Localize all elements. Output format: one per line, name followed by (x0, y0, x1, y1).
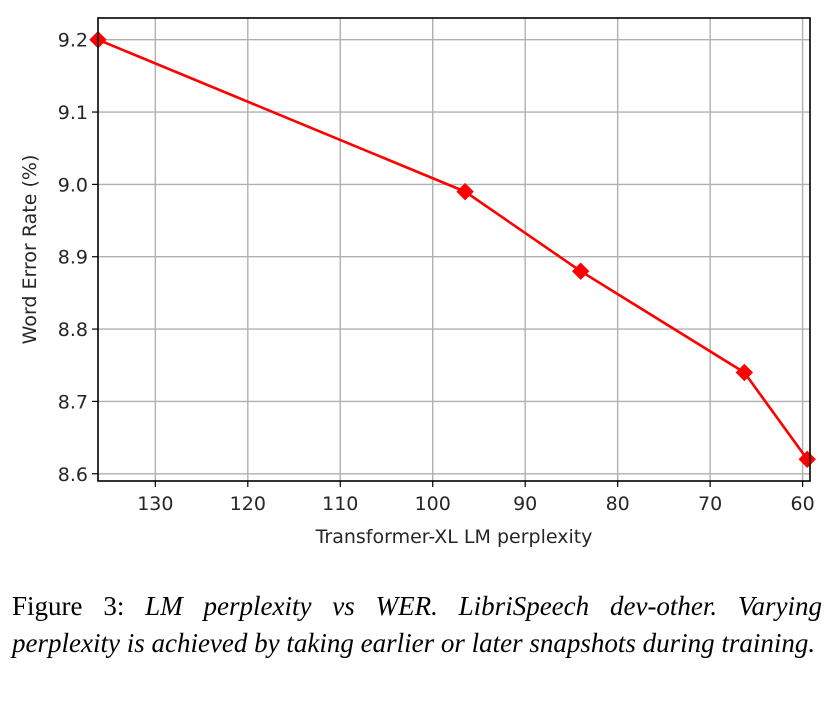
y-tick-label: 9.2 (58, 30, 88, 52)
x-axis-label: Transformer-XL LM perplexity (315, 526, 593, 548)
series-group (89, 30, 816, 469)
x-tick-label: 120 (230, 493, 266, 515)
caption-text: LM perplexity vs WER. LibriSpeech dev-ot… (12, 591, 823, 658)
y-tick-label: 8.8 (58, 319, 88, 341)
plot-frame (97, 17, 811, 482)
x-tick-label: 130 (137, 493, 173, 515)
data-point (735, 363, 754, 382)
data-point (571, 262, 590, 280)
y-tick-label: 8.9 (58, 247, 88, 269)
figure-caption: Figure 3: LM perplexity vs WER. LibriSpe… (12, 588, 822, 662)
y-tick-label: 9.0 (58, 174, 88, 196)
grid-lines (98, 18, 810, 481)
y-axis-ticks: 8.6 8.7 8.8 8.9 9.0 9.1 9.2 (58, 30, 98, 486)
series-line (97, 38, 809, 461)
data-point (456, 182, 474, 201)
chart: 130 120 110 100 90 80 70 60 8.6 8.7 8.8 8.9 9.0 9.1 9… (19, 17, 816, 548)
y-tick-label: 8.7 (58, 391, 88, 413)
y-axis-label: Word Error Rate (%) (19, 155, 41, 345)
data-point (798, 450, 816, 469)
x-tick-label: 100 (415, 493, 451, 515)
y-tick-label: 8.6 (58, 464, 88, 486)
x-axis-ticks: 130 120 110 100 90 80 70 60 (137, 481, 815, 515)
caption-label: Figure 3: (12, 591, 125, 621)
x-tick-label: 70 (698, 493, 722, 515)
x-tick-label: 80 (606, 493, 630, 515)
x-tick-label: 90 (513, 493, 537, 515)
y-tick-label: 9.1 (58, 102, 88, 124)
x-tick-label: 60 (791, 493, 815, 515)
x-tick-label: 110 (322, 493, 358, 515)
